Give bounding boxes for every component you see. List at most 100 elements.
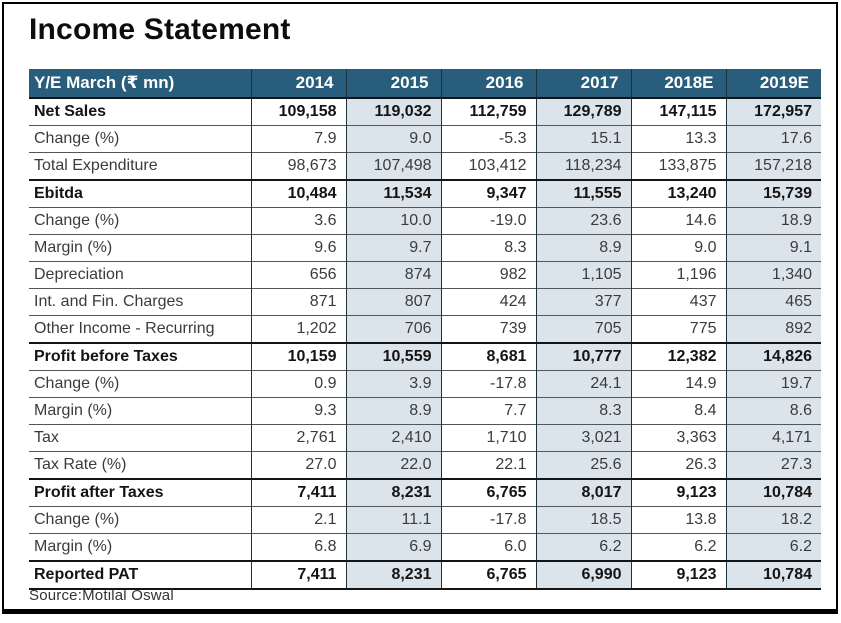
cell-value: 15,739 <box>725 179 821 208</box>
cell-value: 1,202 <box>250 315 346 343</box>
cell-value: 98,673 <box>250 152 346 180</box>
cell-value: 1,340 <box>725 261 821 289</box>
cell-value: 13.8 <box>630 506 726 534</box>
cell-value: 18.5 <box>535 506 631 534</box>
cell-value: 9,347 <box>440 179 536 208</box>
cell-value: 2.1 <box>250 506 346 534</box>
cell-value: 24.1 <box>535 370 631 398</box>
cell-value: 1,710 <box>440 424 536 452</box>
source-note: Source:Motilal Oswal <box>29 587 174 604</box>
page-title: Income Statement <box>29 13 291 46</box>
cell-value: 129,789 <box>535 97 631 126</box>
cell-value: 3,363 <box>630 424 726 452</box>
table-header-year: 2019E <box>725 69 821 98</box>
cell-value: 12,382 <box>630 342 726 371</box>
cell-value: 8,231 <box>345 478 441 507</box>
cell-value: 7,411 <box>250 478 346 507</box>
cell-value: 27.0 <box>250 451 346 479</box>
cell-value: -17.8 <box>440 370 536 398</box>
cell-value: 172,957 <box>725 97 821 126</box>
cell-value: 18.2 <box>725 506 821 534</box>
cell-value: 10,559 <box>345 342 441 371</box>
cell-value: 15.1 <box>535 125 631 153</box>
table-row: Change (%) 3.6 10.0 -19.0 23.6 14.6 18.9 <box>29 207 821 235</box>
row-label: Tax Rate (%) <box>29 451 251 479</box>
row-label: Change (%) <box>29 370 251 398</box>
cell-value: 14.9 <box>630 370 726 398</box>
cell-value: 739 <box>440 315 536 343</box>
cell-value: 7.7 <box>440 397 536 425</box>
cell-value: 0.9 <box>250 370 346 398</box>
cell-value: 13,240 <box>630 179 726 208</box>
cell-value: -19.0 <box>440 207 536 235</box>
cell-value: 775 <box>630 315 726 343</box>
cell-value: 8,017 <box>535 478 631 507</box>
row-label: Int. and Fin. Charges <box>29 288 251 316</box>
table-header-row: Y/E March (₹ mn) 2014 2015 2016 2017 2018E 201… <box>29 69 821 98</box>
cell-value: 11,555 <box>535 179 631 208</box>
cell-value: 9,123 <box>630 478 726 507</box>
cell-value: -17.8 <box>440 506 536 534</box>
table-row: Ebitda 10,484 11,534 9,347 11,555 13,240 15,73… <box>29 179 821 208</box>
cell-value: 874 <box>345 261 441 289</box>
table-row: Net Sales 109,158 119,032 112,759 129,789 147… <box>29 97 821 126</box>
table-row: Int. and Fin. Charges 871 807 424 377 437 465 <box>29 288 821 316</box>
cell-value: 8.3 <box>535 397 631 425</box>
cell-value: 14,826 <box>725 342 821 371</box>
cell-value: 8,231 <box>345 560 441 590</box>
cell-value: 8.9 <box>535 234 631 262</box>
cell-value: 4,171 <box>725 424 821 452</box>
cell-value: 9.1 <box>725 234 821 262</box>
cell-value: -5.3 <box>440 125 536 153</box>
cell-value: 107,498 <box>345 152 441 180</box>
cell-value: 22.1 <box>440 451 536 479</box>
cell-value: 9.6 <box>250 234 346 262</box>
table-row: Tax Rate (%) 27.0 22.0 22.1 25.6 26.3 27.3 <box>29 451 821 479</box>
cell-value: 17.6 <box>725 125 821 153</box>
cell-value: 6,765 <box>440 560 536 590</box>
row-label: Change (%) <box>29 207 251 235</box>
cell-value: 133,875 <box>630 152 726 180</box>
cell-value: 2,761 <box>250 424 346 452</box>
cell-value: 7,411 <box>250 560 346 590</box>
cell-value: 982 <box>440 261 536 289</box>
cell-value: 109,158 <box>250 97 346 126</box>
cell-value: 11.1 <box>345 506 441 534</box>
cell-value: 10,159 <box>250 342 346 371</box>
cell-value: 6,765 <box>440 478 536 507</box>
cell-value: 10,777 <box>535 342 631 371</box>
cell-value: 13.3 <box>630 125 726 153</box>
cell-value: 8.6 <box>725 397 821 425</box>
row-label: Margin (%) <box>29 234 251 262</box>
income-statement-table: Y/E March (₹ mn) 2014 2015 2016 2017 2018E 201… <box>29 69 821 590</box>
table-header-year: 2016 <box>440 69 536 98</box>
cell-value: 656 <box>250 261 346 289</box>
row-label: Margin (%) <box>29 533 251 561</box>
table-row: Change (%) 7.9 9.0 -5.3 15.1 13.3 17.6 <box>29 125 821 153</box>
cell-value: 119,032 <box>345 97 441 126</box>
cell-value: 437 <box>630 288 726 316</box>
table-row: Change (%) 2.1 11.1 -17.8 18.5 13.8 18.2 <box>29 506 821 534</box>
row-label: Depreciation <box>29 261 251 289</box>
cell-value: 9.0 <box>630 234 726 262</box>
cell-value: 8.9 <box>345 397 441 425</box>
cell-value: 807 <box>345 288 441 316</box>
table-header-year: 2018E <box>630 69 726 98</box>
table-row: Reported PAT 7,411 8,231 6,765 6,990 9,123 10,… <box>29 560 821 590</box>
cell-value: 6.2 <box>725 533 821 561</box>
table-header-year: 2017 <box>535 69 631 98</box>
row-label: Margin (%) <box>29 397 251 425</box>
cell-value: 10,484 <box>250 179 346 208</box>
row-label: Ebitda <box>29 179 251 208</box>
cell-value: 8.4 <box>630 397 726 425</box>
table-row: Tax 2,761 2,410 1,710 3,021 3,363 4,171 <box>29 424 821 452</box>
table-row: Profit before Taxes 10,159 10,559 8,681 10,7… <box>29 342 821 371</box>
cell-value: 465 <box>725 288 821 316</box>
cell-value: 8.3 <box>440 234 536 262</box>
cell-value: 10,784 <box>725 478 821 507</box>
cell-value: 27.3 <box>725 451 821 479</box>
table-row: Other Income - Recurring 1,202 706 739 705 77… <box>29 315 821 343</box>
table-row: Margin (%) 6.8 6.9 6.0 6.2 6.2 6.2 <box>29 533 821 561</box>
row-label: Net Sales <box>29 97 251 126</box>
cell-value: 19.7 <box>725 370 821 398</box>
